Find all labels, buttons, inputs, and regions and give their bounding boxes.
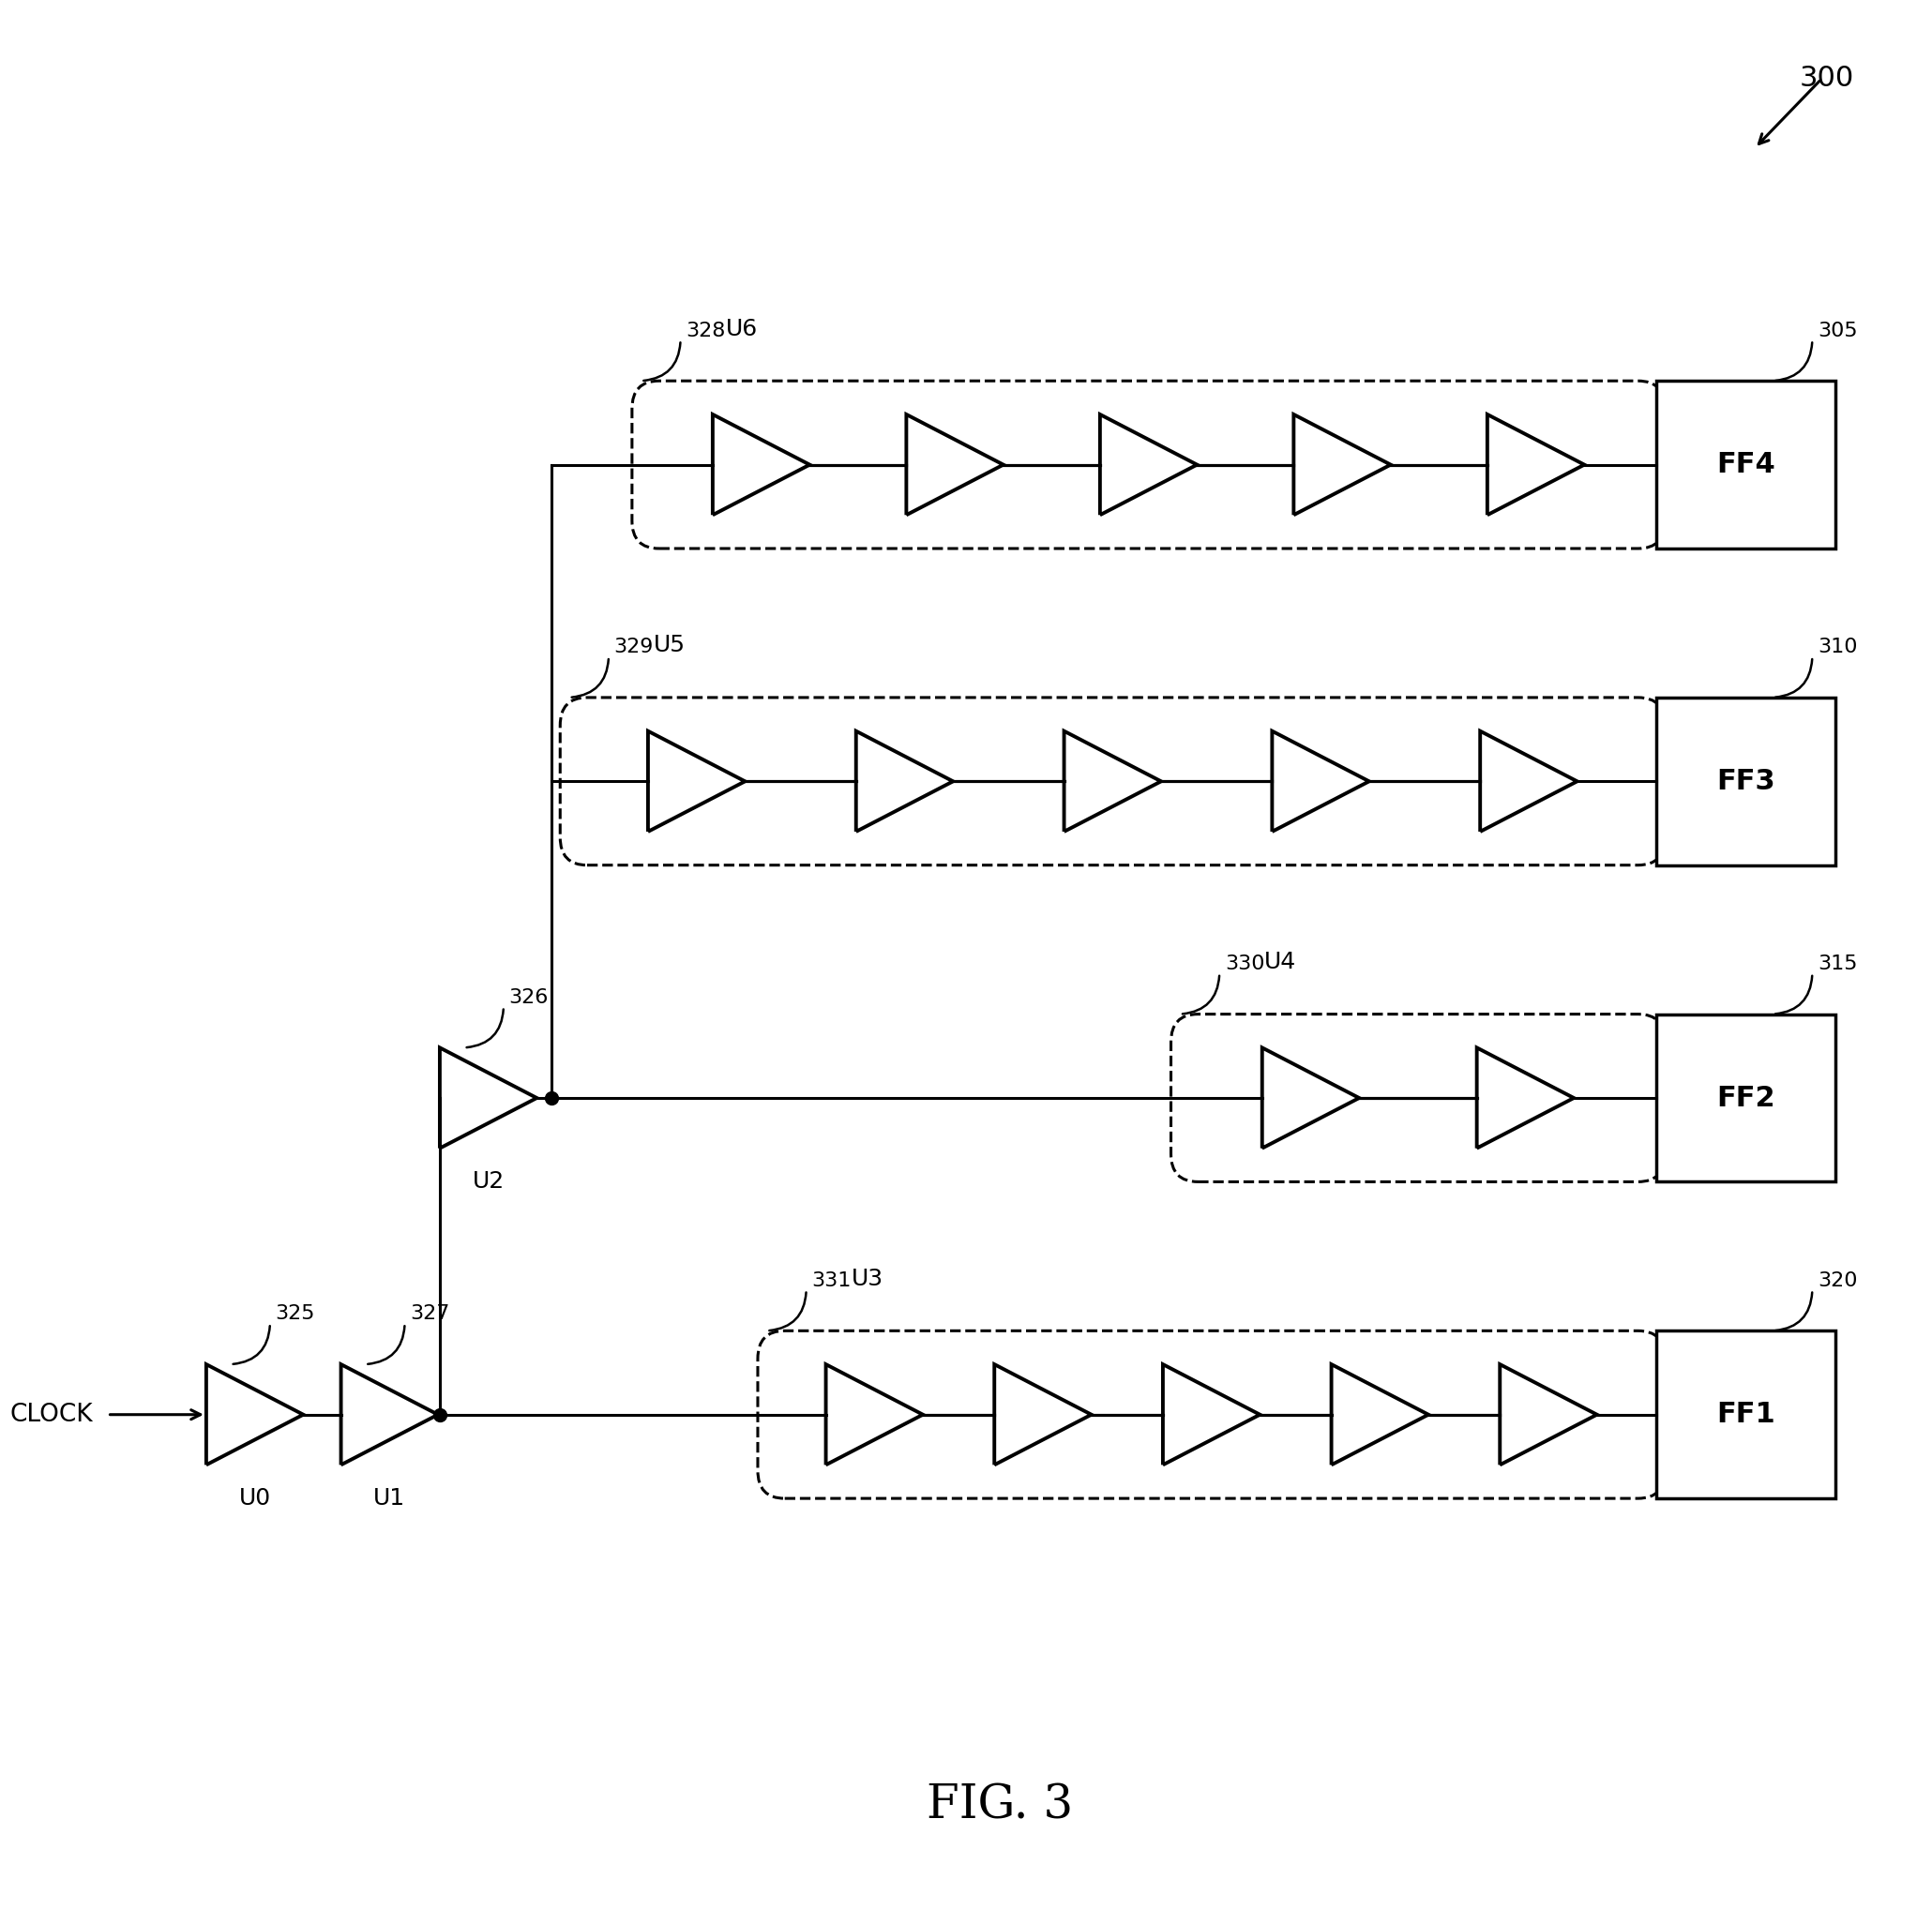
FancyBboxPatch shape xyxy=(1656,1014,1835,1181)
Text: U6: U6 xyxy=(724,317,757,341)
FancyBboxPatch shape xyxy=(1656,698,1835,866)
Text: 328: 328 xyxy=(686,321,726,341)
Text: 320: 320 xyxy=(1818,1272,1857,1289)
FancyBboxPatch shape xyxy=(1656,381,1835,548)
Text: CLOCK: CLOCK xyxy=(10,1403,93,1428)
Text: 330: 330 xyxy=(1225,954,1265,974)
Text: 326: 326 xyxy=(508,987,549,1006)
Text: FIG. 3: FIG. 3 xyxy=(927,1782,1074,1830)
Text: 315: 315 xyxy=(1818,954,1857,974)
Text: FF3: FF3 xyxy=(1716,768,1776,795)
Text: U0: U0 xyxy=(240,1487,270,1510)
Text: U2: U2 xyxy=(471,1170,504,1193)
Text: FF1: FF1 xyxy=(1716,1401,1776,1428)
Text: 329: 329 xyxy=(614,637,653,656)
Text: 325: 325 xyxy=(276,1304,315,1324)
Text: U5: U5 xyxy=(653,635,686,656)
Text: 327: 327 xyxy=(410,1304,450,1324)
Text: FF2: FF2 xyxy=(1716,1085,1776,1112)
Text: FF4: FF4 xyxy=(1716,450,1776,479)
Text: U4: U4 xyxy=(1264,950,1296,974)
Text: U3: U3 xyxy=(852,1268,883,1289)
Text: 305: 305 xyxy=(1818,321,1859,341)
Text: U1: U1 xyxy=(373,1487,406,1510)
Text: 331: 331 xyxy=(811,1272,852,1289)
Text: 300: 300 xyxy=(1801,63,1855,92)
Text: 310: 310 xyxy=(1818,637,1857,656)
FancyBboxPatch shape xyxy=(1656,1331,1835,1499)
